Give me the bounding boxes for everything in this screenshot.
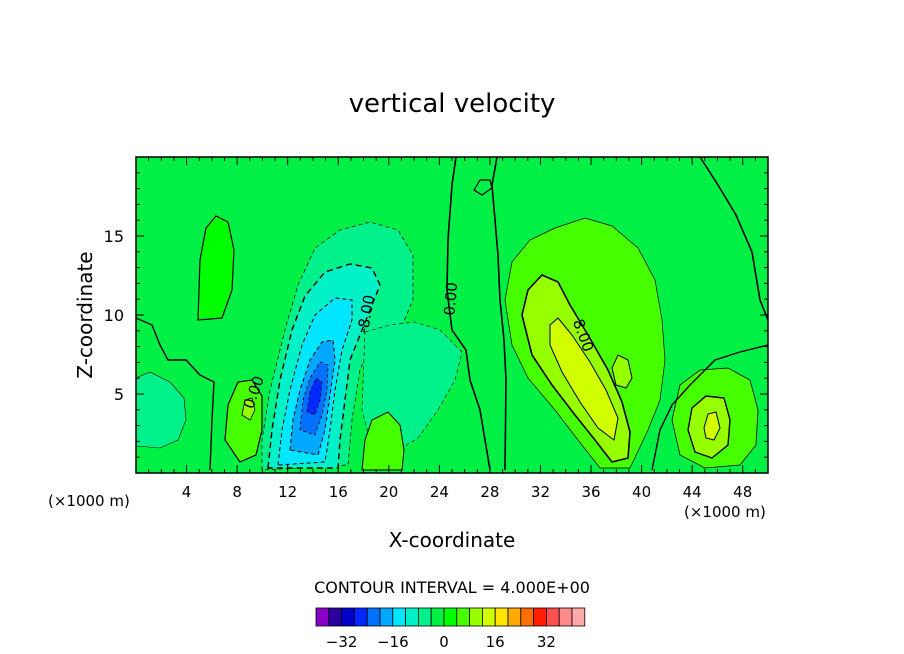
plot-area [136,157,768,473]
colorbar-cell [571,607,586,627]
colorbar-cell [379,607,394,627]
zero-contour-lower-right [651,344,768,471]
colorbar-tick-label: −16 [377,633,409,651]
updraft-main-level-12 [549,317,619,441]
updraft-right-core [703,411,721,441]
y-tick-label: 15 [104,227,124,246]
x-tick-label: 20 [379,483,398,501]
colorbar-cell [392,607,406,627]
colorbar-cell [353,607,368,627]
x-tick-label: 48 [733,483,752,501]
y-tick-label: 10 [104,306,124,325]
zero-contour-right-edge [699,157,768,321]
colorbar-cell [558,607,573,627]
colorbar-cell [481,607,496,627]
x-axis-label: X-coordinate [389,528,516,552]
colorbar-tick-label: −32 [326,633,358,651]
colorbar-cell [520,607,534,627]
colorbar-cell [456,607,470,627]
y-axis-ticks: 5 10 15 [104,172,768,458]
colorbar-cell [417,607,432,627]
zero-contour-mid-right [491,157,507,471]
x-tick-label: 40 [632,483,651,501]
colorbar-cell [430,607,445,627]
colorbar: −32 −16 0 16 32 [315,607,586,651]
chart-title: vertical velocity [349,89,556,119]
colorbar-cell [405,607,419,627]
colorbar-cell [315,607,330,627]
contour-region-left-negative [136,371,187,449]
zero-contour-small-loop [473,179,493,196]
x-unit-left: (×1000 m) [48,492,130,510]
colorbar-tick-label: 32 [537,633,556,651]
x-tick-label: 28 [480,483,499,501]
colorbar-cell [341,607,355,627]
colorbar-cell [328,607,342,627]
contour-label: 0.00 [440,281,461,316]
colorbar-tick-label: 0 [439,633,449,651]
updraft-left-column [197,215,235,321]
x-tick-label: 12 [278,483,297,501]
x-tick-label: 24 [430,483,449,501]
x-axis-ticks: 4 8 12 16 20 24 28 32 36 40 44 48 [148,157,756,501]
colorbar-tick-label: 16 [486,633,505,651]
colorbar-cell [443,607,458,627]
x-tick-label: 32 [531,483,550,501]
zero-contour-left [136,317,215,471]
colorbar-cell [533,607,547,627]
colorbar-cell [366,607,381,627]
updraft-lower-mid [361,411,405,471]
downdraft-level-24 [306,377,323,416]
y-axis-label: Z-coordinate [73,251,97,378]
x-tick-label: 36 [581,483,600,501]
colorbar-cell [507,607,522,627]
x-unit-right: (×1000 m) [684,503,766,521]
updraft-secondary [611,354,633,389]
x-tick-label: 16 [329,483,348,501]
colorbar-cell [469,607,483,627]
contour-interval-text: CONTOUR INTERVAL = 4.000E+00 [314,578,590,597]
y-tick-label: 5 [114,385,124,404]
updraft-left-low-core [241,397,256,421]
zero-contour-mid-left [446,157,491,471]
x-tick-label: 8 [232,483,242,501]
x-tick-label: 4 [182,483,192,501]
colorbar-cell [546,607,560,627]
x-tick-label: 44 [683,483,702,501]
colorbar-cell [494,607,509,627]
